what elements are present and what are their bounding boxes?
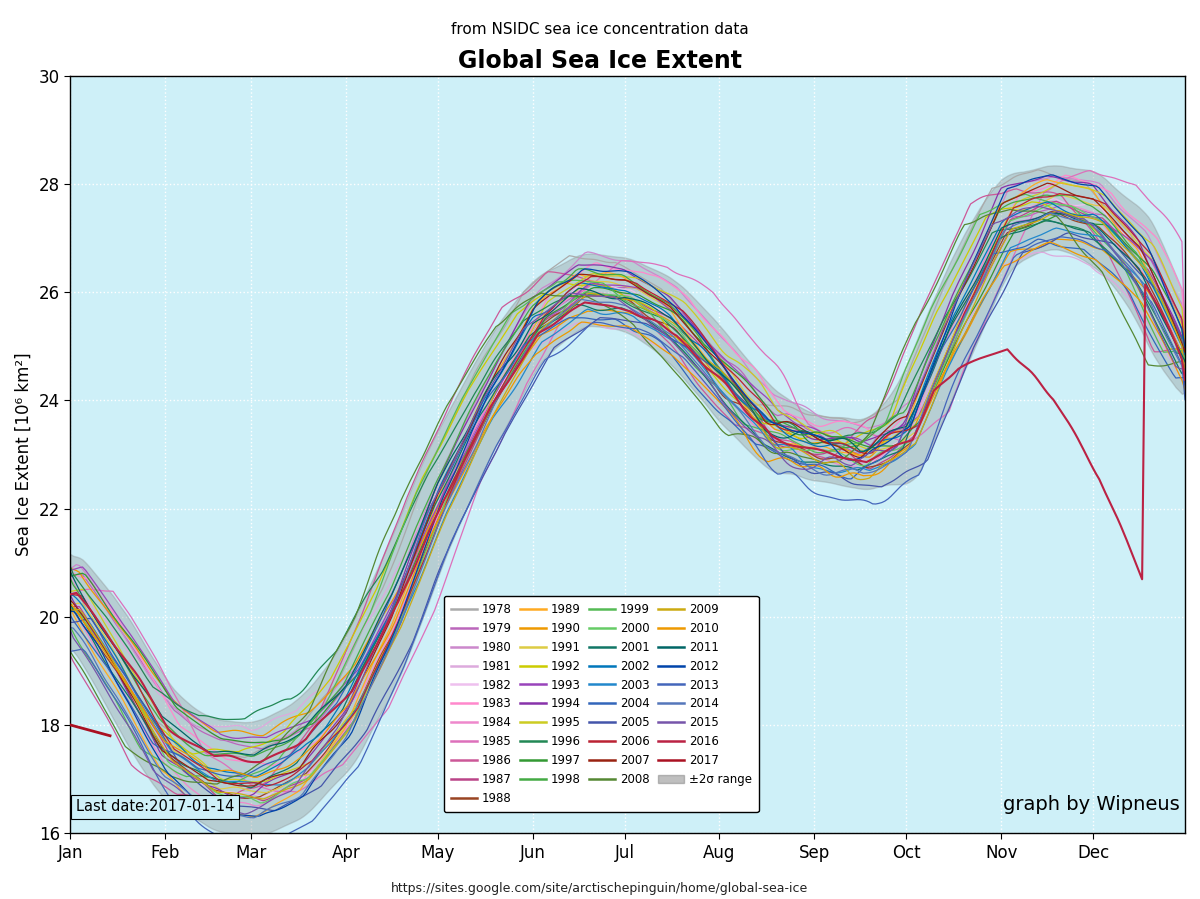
Text: Last date:2017-01-14: Last date:2017-01-14 [76, 799, 234, 814]
Text: from NSIDC sea ice concentration data: from NSIDC sea ice concentration data [451, 22, 749, 38]
Y-axis label: Sea Ice Extent [10⁶ km²]: Sea Ice Extent [10⁶ km²] [14, 352, 34, 556]
Text: Global Sea Ice Extent: Global Sea Ice Extent [458, 49, 742, 74]
Text: https://sites.google.com/site/arctischepinguin/home/global-sea-ice: https://sites.google.com/site/arctischep… [391, 882, 809, 895]
Text: graph by Wipneus: graph by Wipneus [1003, 796, 1180, 814]
Legend: 1978, 1979, 1980, 1981, 1982, 1983, 1984, 1985, 1986, 1987, 1988, 1989, 1990, 19: 1978, 1979, 1980, 1981, 1982, 1983, 1984… [444, 596, 758, 812]
